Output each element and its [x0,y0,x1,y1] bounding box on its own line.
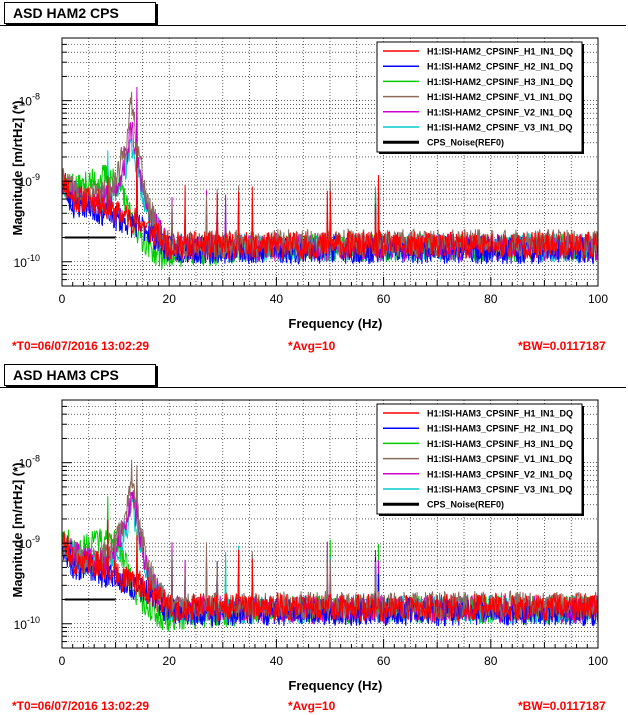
legend-label: H1:ISI-HAM2_CPSINF_H2_IN1_DQ [427,62,573,72]
x-axis: 0 20 40 60 80 100 [59,639,608,668]
grid-vertical [61,38,599,286]
legend-label: H1:ISI-HAM2_CPSINF_V1_IN1_DQ [427,92,573,102]
legend-label: H1:ISI-HAM3_CPSINF_V1_IN1_DQ [427,454,573,464]
ham3-title: ASD HAM3 CPS [13,367,119,383]
ham2-title-box[interactable]: ASD HAM2 CPS [4,2,156,24]
legend-label: H1:ISI-HAM3_CPSINF_H1_IN1_DQ [427,409,573,419]
legend-label: H1:ISI-HAM3_CPSINF_V2_IN1_DQ [427,469,573,479]
x-tick-label: 40 [270,292,284,306]
legend: H1:ISI-HAM2_CPSINF_H1_IN1_DQ H1:ISI-HAM2_… [376,41,584,154]
ham3-divider [0,387,626,388]
x-tick-label: 60 [377,654,391,668]
series-group [62,459,599,633]
legend-label: H1:ISI-HAM3_CPSINF_V3_IN1_DQ [427,485,573,495]
y-axis-label: Magnitude [m/rtHz] (*) [10,462,25,597]
y-tick-label: 10-10 [14,253,40,270]
legend-label: H1:ISI-HAM2_CPSINF_V2_IN1_DQ [427,107,573,117]
ham3-avg-label: *Avg=10 [288,699,336,713]
x-tick-label: 0 [59,654,66,668]
ham2-title: ASD HAM2 CPS [13,5,119,21]
ham2-panel: ASD HAM2 CPS 0 20 40 60 80 100 Frequency (Hz) 1… [0,2,626,353]
x-tick-label: 80 [484,654,498,668]
x-tick-label: 20 [163,654,177,668]
x-axis-label: Frequency (Hz) [288,678,382,693]
legend-label: H1:ISI-HAM3_CPSINF_H3_IN1_DQ [427,439,573,449]
legend-label: H1:ISI-HAM3_CPSINF_H2_IN1_DQ [427,424,573,434]
ham3-bw-label: *BW=0.0117187 [518,699,606,713]
ham2-t0-label: *T0=06/07/2016 13:02:29 [12,339,150,353]
legend: H1:ISI-HAM3_CPSINF_H1_IN1_DQ H1:ISI-HAM3_… [376,403,584,516]
ham3-title-box[interactable]: ASD HAM3 CPS [4,364,156,386]
x-tick-label: 40 [270,654,284,668]
y-tick-label: 10-10 [14,615,40,632]
ham2-divider [0,25,626,26]
series-line [62,148,599,260]
ham3-t0-label: *T0=06/07/2016 13:02:29 [12,699,150,713]
x-tick-label: 100 [588,292,608,306]
ham2-avg-label: *Avg=10 [288,339,336,353]
ham2-bw-label: *BW=0.0117187 [518,339,606,353]
x-tick-label: 80 [484,292,498,306]
legend-label: CPS_Noise(REF0) [427,500,504,510]
legend-label: CPS_Noise(REF0) [427,138,504,148]
x-axis-label: Frequency (Hz) [288,316,382,331]
series-group [62,86,599,270]
x-axis: 0 20 40 60 80 100 [59,277,608,306]
x-tick-label: 20 [163,292,177,306]
y-axis-label: Magnitude [m/rtHz] (*) [10,100,25,235]
x-tick-label: 60 [377,292,391,306]
x-tick-label: 0 [59,292,66,306]
series-line [62,519,599,623]
legend-label: H1:ISI-HAM2_CPSINF_H3_IN1_DQ [427,77,573,87]
ham3-panel: ASD HAM3 CPS 0 20 40 60 80 100 Frequency (Hz) 1… [0,362,628,715]
legend-label: H1:ISI-HAM2_CPSINF_H1_IN1_DQ [427,47,573,57]
legend-label: H1:ISI-HAM2_CPSINF_V3_IN1_DQ [427,123,573,133]
grid-vertical [61,400,599,648]
x-tick-label: 100 [588,654,608,668]
